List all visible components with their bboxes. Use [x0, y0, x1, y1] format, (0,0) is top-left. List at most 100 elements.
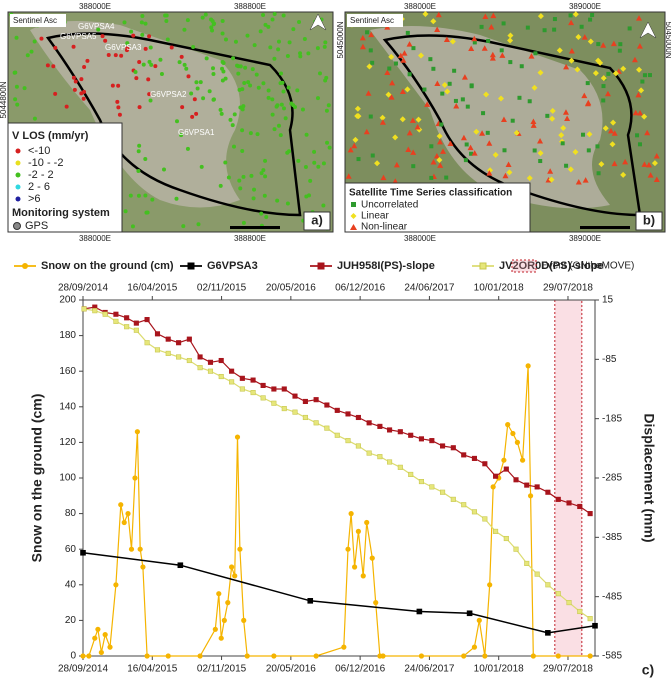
data-point	[207, 359, 214, 365]
map-point	[250, 67, 255, 72]
data-point	[218, 635, 224, 641]
map-point	[651, 160, 658, 167]
map-point	[431, 66, 436, 71]
map-point	[296, 158, 301, 163]
map-point	[238, 64, 243, 69]
map-point	[575, 34, 582, 41]
map-point	[312, 160, 317, 165]
data-point	[519, 457, 526, 463]
map-point	[568, 48, 575, 54]
data-point	[80, 549, 86, 556]
x-tick-label: 28/09/2014	[58, 664, 108, 675]
map-point	[218, 183, 223, 188]
station-label: G6VPSA4	[78, 22, 115, 31]
map-point	[486, 38, 491, 43]
data-point	[466, 610, 473, 617]
data-point	[348, 510, 354, 517]
map-point	[567, 166, 574, 173]
data-point	[229, 368, 235, 374]
panel-label-box	[303, 211, 331, 231]
map-point	[463, 158, 468, 163]
data-point	[124, 324, 130, 330]
map-point	[139, 20, 144, 25]
map-point	[136, 149, 141, 154]
map-point	[243, 65, 248, 70]
data-point	[307, 598, 314, 604]
map-point	[596, 171, 601, 176]
map-point	[400, 57, 407, 63]
map-point	[379, 114, 386, 121]
data-point	[102, 311, 108, 317]
map-point	[452, 68, 457, 73]
map-point	[596, 42, 601, 47]
map-point	[653, 152, 660, 159]
map-point	[147, 59, 152, 64]
map-point	[345, 173, 352, 179]
map-point	[116, 83, 121, 88]
map-point	[647, 73, 652, 78]
map-point	[279, 71, 284, 76]
map-point	[186, 74, 191, 79]
map-point	[72, 87, 77, 92]
map-point	[422, 11, 429, 18]
map-point	[437, 162, 444, 168]
x-coord: 388800E	[234, 234, 266, 243]
y2-axis-title: Displacement (mm)	[641, 413, 657, 542]
data-point	[234, 434, 241, 440]
map-point	[528, 53, 535, 59]
map-point	[220, 31, 225, 36]
data-point	[355, 528, 361, 535]
map-point	[148, 45, 153, 50]
map-point	[79, 91, 84, 96]
map-point	[164, 13, 169, 18]
map-point	[531, 84, 538, 91]
map-point	[368, 114, 373, 119]
x-tick-label: 16/04/2015	[127, 283, 177, 294]
event-band	[554, 299, 583, 657]
map-point	[644, 129, 651, 136]
map-point	[255, 132, 260, 137]
map-point	[266, 95, 271, 100]
map-point	[241, 174, 246, 179]
map-point	[143, 46, 148, 51]
map-point	[439, 122, 444, 127]
data-point	[482, 461, 488, 467]
map-point	[489, 55, 496, 61]
map-point	[618, 42, 623, 47]
y2-tick-label: -385	[602, 532, 622, 543]
map-point	[530, 118, 537, 125]
legend-entry: -2 - 2	[28, 169, 54, 181]
map-point	[585, 81, 590, 86]
legend-title: Monitoring system	[12, 207, 110, 219]
chart: 28/09/2014 28/09/2014 16/04/2015 16/04/2015…	[14, 259, 657, 678]
data-point	[239, 375, 245, 381]
map-point	[122, 20, 127, 25]
legend-marker	[317, 262, 325, 270]
map-point	[264, 214, 269, 219]
data-point	[207, 368, 214, 374]
map-point	[258, 29, 263, 34]
map-point	[392, 134, 399, 141]
data-point	[471, 509, 477, 515]
data-point	[165, 350, 171, 356]
map-point	[519, 64, 524, 69]
map-point	[298, 54, 303, 59]
map-point	[268, 45, 273, 50]
map-point	[595, 144, 600, 149]
data-point	[355, 414, 361, 421]
panel-label: c)	[642, 662, 654, 678]
data-point	[482, 516, 488, 522]
data-point	[418, 436, 424, 442]
map-point	[359, 43, 366, 50]
data-point	[487, 582, 493, 588]
map-point	[140, 14, 145, 19]
map-point	[174, 196, 179, 201]
map-point	[435, 11, 442, 18]
map-point	[392, 178, 399, 184]
map-point	[192, 97, 197, 102]
map-point	[502, 148, 507, 153]
map-point	[568, 57, 575, 64]
data-point	[334, 432, 340, 438]
map-point	[560, 141, 565, 146]
map-point	[638, 87, 645, 94]
